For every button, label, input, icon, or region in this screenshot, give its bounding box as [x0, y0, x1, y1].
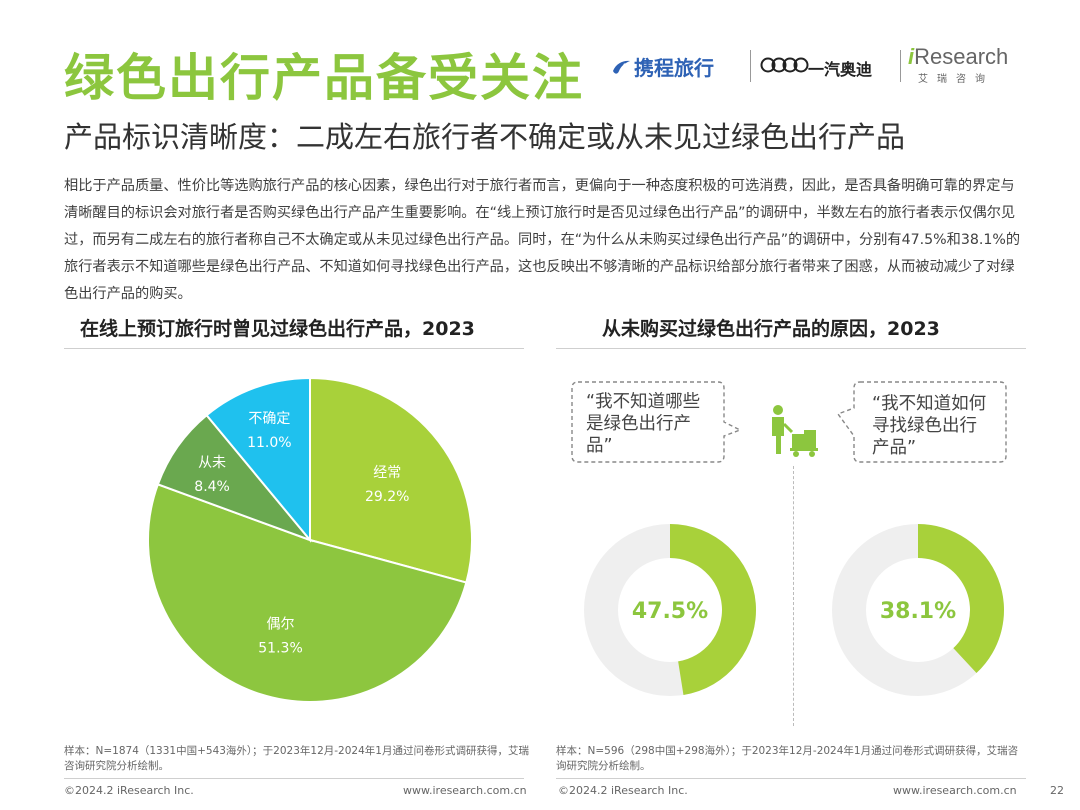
ctrip-bird-icon	[613, 60, 630, 74]
pie-slice-often	[309, 376, 473, 584]
iresearch-logo-text: Research	[914, 44, 1009, 69]
speech-bubble-left-shape	[571, 381, 742, 463]
pie-slice-never	[156, 413, 314, 543]
pie-slice-unsure	[205, 376, 311, 543]
left-chart-title: 在线上预订旅行时曾见过绿色出行产品，2023	[80, 318, 475, 340]
pie-label-often: 经常	[373, 465, 401, 481]
iresearch-logo-cn: 艾瑞咨询	[918, 74, 994, 85]
pie-label-occasional: 偶尔	[267, 617, 295, 633]
pie-value-occasional: 51.3%	[258, 641, 302, 657]
donut-chart-left: 47.5%	[584, 524, 756, 696]
donut-value-right: 38.1%	[880, 599, 956, 624]
iresearch-logo: iResearch 艾瑞咨询	[908, 44, 1008, 85]
right-chart-title: 从未购买过绿色出行产品的原因，2023	[602, 318, 940, 340]
logo-separator	[750, 50, 751, 82]
speech-bubble-right-text: “我不知道如何寻找绿色出行产品”	[872, 394, 987, 458]
ctrip-logo: 携程旅行	[610, 52, 714, 81]
logo-separator	[900, 50, 901, 82]
speech-bubble-right-shape	[836, 381, 1007, 463]
donut-arc-right	[918, 524, 1004, 674]
page-subtitle: 产品标识清晰度：二成左右旅行者不确定或从未见过绿色出行产品	[64, 120, 906, 154]
page-title: 绿色出行产品备受关注	[64, 49, 584, 107]
right-chart-title-rule	[556, 348, 1026, 349]
pie-value-unsure: 11.0%	[247, 435, 291, 451]
left-chart-title-rule	[64, 348, 524, 349]
right-sample-note: 样本：N=596（298中国+298海外）；于2023年12月-2024年1月通…	[556, 745, 1019, 772]
donut-value-left: 47.5%	[632, 599, 708, 624]
pie-slice-occasional	[147, 483, 468, 703]
footer-url-left[interactable]: www.iresearch.com.cn	[403, 784, 527, 797]
footer-copyright-left: ©2024.2 iResearch Inc.	[64, 784, 194, 797]
partner-logos: 携程旅行 一汽奥迪 iResearch 艾瑞咨询	[610, 42, 1030, 98]
vertical-divider	[793, 466, 794, 726]
page-number: 22	[1050, 784, 1064, 797]
donut-chart-right: 38.1%	[832, 524, 1004, 696]
pie-label-never: 从未	[198, 455, 226, 471]
traveler-luggage-icon	[772, 405, 818, 457]
pie-chart: 经常 29.2% 偶尔 51.3% 从未 8.4% 不确定 11.0%	[147, 376, 473, 703]
footer-copyright-right: ©2024.2 iResearch Inc.	[558, 784, 688, 797]
pie-value-never: 8.4%	[194, 479, 230, 495]
right-footer-rule	[556, 778, 1026, 779]
audi-rings-icon	[760, 57, 809, 73]
footer-url-right[interactable]: www.iresearch.com.cn	[893, 784, 1017, 797]
iresearch-logo-i: i	[908, 44, 915, 69]
faw-audi-logo-text: 一汽奥迪	[808, 60, 873, 79]
left-footer-rule	[64, 778, 524, 779]
pie-value-often: 29.2%	[365, 489, 409, 505]
pie-label-unsure: 不确定	[248, 411, 290, 427]
donut-arc-left	[670, 524, 756, 695]
speech-bubble-left-text: “我不知道哪些是绿色出行产品”	[586, 392, 701, 456]
intro-paragraph: 相比于产品质量、性价比等选购旅行产品的核心因素，绿色出行对于旅行者而言，更偏向于…	[64, 178, 1021, 302]
left-sample-note: 样本：N=1874（1331中国+543海外）；于2023年12月-2024年1…	[64, 745, 529, 772]
ctrip-logo-text: 携程旅行	[634, 56, 714, 80]
